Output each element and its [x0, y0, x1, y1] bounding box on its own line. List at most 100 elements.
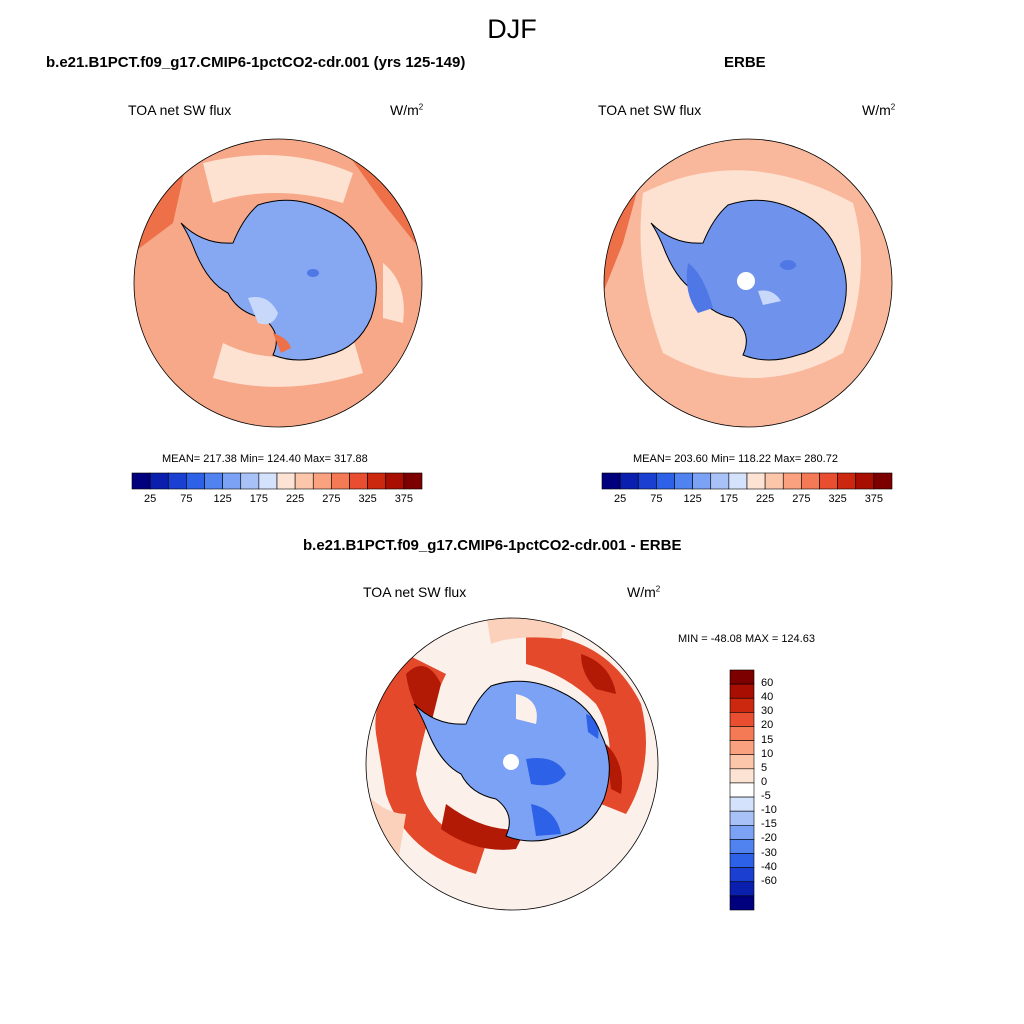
colorbar-tick-label: 375	[394, 493, 414, 505]
panel-3-coastline	[413, 680, 610, 842]
panel-1-map	[133, 138, 423, 428]
panel-2-ice-low-west	[686, 263, 713, 313]
colorbar-tick-label: 15	[761, 733, 774, 746]
panel-3-stats: MIN = -48.08 MAX = 124.63	[678, 633, 815, 645]
colorbar-tick-label: 125	[683, 493, 702, 505]
colorbar-tick-label: -5	[761, 790, 771, 803]
colorbar-box	[331, 472, 350, 490]
colorbar-tick-label: -15	[761, 818, 777, 831]
panel-3-map-border	[365, 617, 659, 911]
colorbar-box	[367, 472, 387, 490]
panel-2-ice-light-center	[758, 290, 781, 305]
colorbar-box	[729, 853, 755, 868]
colorbar-box	[764, 472, 784, 490]
colorbar-tick-label: 275	[322, 493, 341, 505]
colorbar-tick-label: 175	[719, 493, 739, 505]
panel-2-title: ERBE	[724, 54, 766, 71]
colorbar-box	[167, 472, 187, 490]
panel-2-missing-pole	[737, 272, 755, 290]
colorbar-tick-label: 325	[828, 493, 847, 505]
panel-3-colorbar-ticks: 60 40 30 20 15 10 5 0 -5 -10 -15 -20 -30 -40 -60	[761, 670, 801, 910]
colorbar-box	[729, 895, 755, 911]
panel-2-units: W/m2	[862, 102, 896, 118]
colorbar-box	[729, 810, 755, 826]
panel-2-stats: MEAN= 203.60 Min= 118.22 Max= 280.72	[633, 453, 838, 465]
colorbar-box	[131, 472, 151, 490]
panel-2-colorbar-ticks: 25 75 125 175 225 275 325 375	[602, 493, 892, 507]
panel-1-ross-shelf	[248, 297, 278, 325]
colorbar-tick-label: -20	[761, 832, 777, 845]
colorbar-tick-label: 275	[792, 493, 811, 505]
panel-3-diff-darkred-northeast	[581, 654, 616, 694]
colorbar-box	[729, 683, 755, 699]
colorbar-tick-label: 30	[761, 705, 774, 718]
colorbar-box	[729, 768, 755, 784]
colorbar-box	[240, 472, 260, 490]
colorbar-box	[710, 472, 730, 490]
colorbar-tick-label: 5	[761, 761, 768, 774]
colorbar-tick-label: 25	[144, 493, 157, 505]
panel-1-map-border	[133, 138, 423, 428]
panel-3-diff-darkblue-east	[586, 714, 599, 739]
colorbar-box	[801, 472, 820, 490]
colorbar-box	[258, 472, 278, 490]
colorbar-box	[837, 472, 857, 490]
panel-3-diff-darkblue-center	[526, 758, 566, 786]
colorbar-tick-label: 75	[180, 493, 193, 505]
colorbar-tick-label: 225	[285, 493, 305, 505]
colorbar-box	[782, 472, 802, 490]
colorbar-box	[186, 472, 205, 490]
colorbar-box	[729, 796, 755, 812]
colorbar-box	[729, 754, 755, 770]
panel-3-colorbar	[729, 669, 755, 911]
colorbar-tick-label: 0	[761, 775, 768, 788]
panel-3-map	[365, 617, 659, 911]
panel-1-antarctica-field	[181, 200, 377, 360]
colorbar-box	[294, 472, 314, 490]
panel-3-diff-darkred-west	[406, 666, 441, 724]
panel-1-stats: MEAN= 217.38 Min= 124.40 Max= 317.88	[162, 453, 368, 465]
panel-1-ice-low	[307, 269, 319, 277]
colorbar-box	[728, 472, 748, 490]
colorbar-box	[204, 472, 223, 490]
colorbar-tick-label: 175	[249, 493, 269, 505]
colorbar-box	[729, 726, 755, 741]
colorbar-box	[637, 472, 657, 490]
panel-1-title: b.e21.B1PCT.f09_g17.CMIP6-1pctCO2-cdr.00…	[46, 54, 466, 71]
panel-1-ocean-light-east	[383, 263, 404, 323]
panel-3-units: W/m2	[627, 584, 661, 600]
colorbar-box	[873, 472, 893, 490]
colorbar-box	[619, 472, 639, 490]
figure-title: DJF	[487, 14, 537, 44]
colorbar-box	[746, 472, 766, 490]
panel-3-missing-pole	[503, 754, 519, 770]
colorbar-tick-label: -60	[761, 874, 777, 887]
panel-2-map	[603, 138, 893, 428]
colorbar-box	[729, 867, 755, 883]
colorbar-tick-label: 225	[755, 493, 775, 505]
colorbar-box	[729, 740, 755, 756]
colorbar-tick-label: 10	[761, 747, 774, 760]
panel-3-diff-white-patch-north	[516, 694, 537, 724]
colorbar-tick-label: 125	[213, 493, 232, 505]
panel-1-units: W/m2	[390, 102, 424, 118]
panel-1-ocean-high-ross	[273, 333, 291, 353]
panel-2-variable-label: TOA net SW flux	[598, 102, 702, 118]
colorbar-box	[674, 472, 693, 490]
colorbar-box	[729, 669, 755, 685]
colorbar-box	[729, 824, 755, 840]
colorbar-tick-label: 75	[650, 493, 663, 505]
panel-2-map-border	[603, 138, 893, 428]
panel-2-coastline	[650, 199, 847, 361]
panel-1-colorbar	[131, 472, 423, 490]
colorbar-box	[729, 881, 755, 897]
panel-1-variable-label: TOA net SW flux	[128, 102, 232, 118]
colorbar-box	[729, 712, 755, 727]
panel-3-diff-darkred-east	[606, 744, 622, 794]
colorbar-box	[312, 472, 332, 490]
panel-3-title: b.e21.B1PCT.f09_g17.CMIP6-1pctCO2-cdr.00…	[303, 537, 682, 554]
panel-2-colorbar	[601, 472, 893, 490]
colorbar-box	[349, 472, 368, 490]
colorbar-tick-label: -30	[761, 846, 777, 859]
panel-3-variable-label: TOA net SW flux	[363, 584, 467, 600]
